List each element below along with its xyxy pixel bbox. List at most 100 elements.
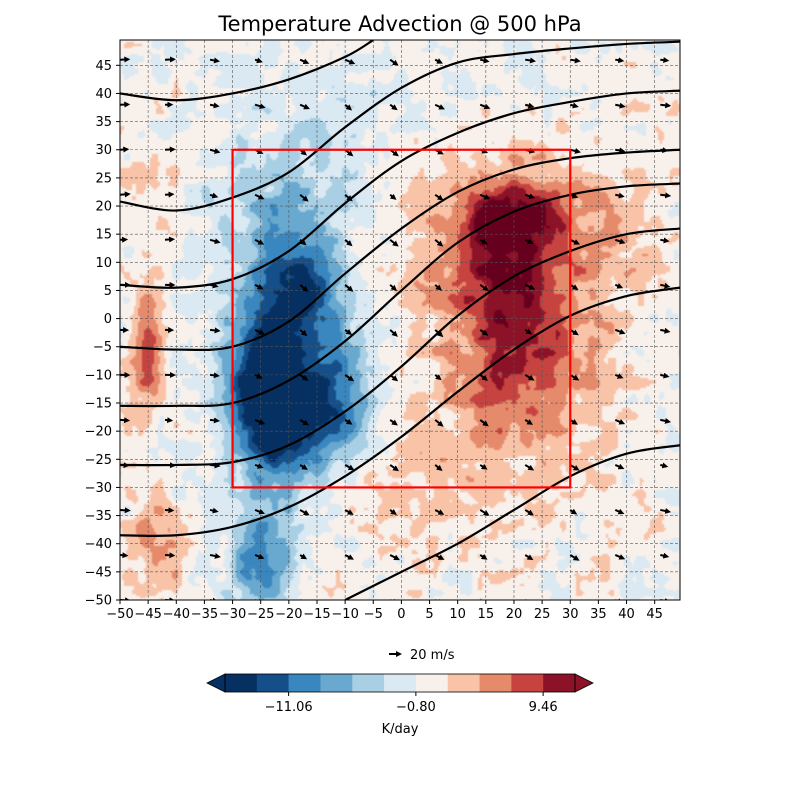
x-tick-label: 5 xyxy=(425,607,433,622)
x-tick-label: −45 xyxy=(134,607,161,622)
y-tick-label: 45 xyxy=(95,59,112,74)
wind-vector xyxy=(479,57,490,64)
wind-vector xyxy=(524,464,535,471)
wind-vector xyxy=(209,238,221,245)
x-tick-label: −35 xyxy=(191,607,218,622)
chart-title: Temperature Advection @ 500 hPa xyxy=(217,12,581,36)
wind-vector xyxy=(434,193,444,201)
wind-vector xyxy=(614,328,626,335)
wind-vector xyxy=(479,374,489,381)
y-tick-label: 0 xyxy=(104,312,112,327)
y-tick-label: 25 xyxy=(95,171,112,186)
wind-vector xyxy=(569,102,579,109)
y-tick-label: 10 xyxy=(95,256,112,271)
y-tick-label: 40 xyxy=(95,87,112,102)
y-tick-label: 30 xyxy=(95,143,112,158)
wind-vector xyxy=(614,554,626,560)
wind-vector xyxy=(660,462,669,469)
wind-vector xyxy=(209,372,220,379)
wind-vector xyxy=(344,554,355,560)
x-tick-label: −5 xyxy=(364,607,383,622)
colorbar-swatch xyxy=(225,674,258,692)
x-tick-label: −50 xyxy=(106,607,133,622)
y-tick-label: −30 xyxy=(85,481,112,496)
wind-vector xyxy=(524,283,536,290)
wind-vector xyxy=(434,103,445,110)
y-tick-label: −50 xyxy=(85,594,112,609)
wind-vector xyxy=(254,283,264,290)
wind-vector xyxy=(254,553,265,560)
wind-vector xyxy=(254,57,263,64)
wind-vector xyxy=(344,58,356,65)
wind-vector xyxy=(524,102,535,109)
wind-vector xyxy=(164,236,176,243)
y-tick-label: −20 xyxy=(85,425,112,440)
wind-vector xyxy=(570,599,579,600)
colorbar: −11.06 −0.80 9.46 K/day xyxy=(206,673,594,737)
y-tick-label: −25 xyxy=(85,453,112,468)
wind-vector xyxy=(570,57,581,64)
colorbar-tick-label: −0.80 xyxy=(396,700,436,715)
x-tick-label: 10 xyxy=(449,607,466,622)
x-tick-label: −15 xyxy=(303,607,330,622)
y-tick-label: −40 xyxy=(85,537,112,552)
wind-vector xyxy=(299,193,309,202)
wind-vector xyxy=(299,329,308,337)
plot-area xyxy=(120,40,680,600)
y-tick-label: 35 xyxy=(95,115,112,130)
wind-vector xyxy=(660,508,672,514)
wind-vector xyxy=(389,329,398,337)
wind-vector xyxy=(254,193,265,200)
colorbar-swatch xyxy=(447,674,480,692)
wind-vector xyxy=(344,239,353,247)
y-tick-label: −15 xyxy=(85,397,112,412)
colorbar-swatch xyxy=(511,674,544,692)
wind-vector xyxy=(569,238,581,245)
wind-vector xyxy=(299,239,307,246)
wind-vector xyxy=(254,373,263,379)
wind-vector xyxy=(614,463,625,470)
colorbar-swatch xyxy=(320,674,353,692)
wind-vector xyxy=(524,238,534,244)
colorbar-label: K/day xyxy=(382,722,419,737)
wind-vector xyxy=(300,599,310,600)
y-tick-label: −10 xyxy=(85,368,112,383)
y-tick-label: 20 xyxy=(95,200,112,215)
wind-vector xyxy=(569,464,580,471)
x-tick-label: 40 xyxy=(618,607,635,622)
wind-vector xyxy=(434,509,445,515)
wind-vector xyxy=(479,463,488,470)
wind-vector xyxy=(660,417,672,424)
wind-vector xyxy=(344,284,354,292)
colorbar-tick-label: 9.46 xyxy=(529,700,558,715)
colorbar-swatch xyxy=(256,674,289,692)
wind-vector xyxy=(254,328,265,335)
wind-vector xyxy=(209,553,221,559)
region-box xyxy=(231,148,572,489)
wind-vector xyxy=(254,463,264,469)
wind-vector xyxy=(660,102,672,109)
wind-vector xyxy=(569,508,578,515)
wind-vector xyxy=(299,553,308,560)
x-tick-label: 20 xyxy=(506,607,523,622)
wind-vector xyxy=(614,508,625,515)
wind-vector xyxy=(434,239,444,247)
x-tick-label: 25 xyxy=(534,607,551,622)
x-tick-label: −25 xyxy=(247,607,274,622)
wind-vector xyxy=(614,418,626,425)
wind-vector xyxy=(479,193,491,200)
wind-vector xyxy=(479,284,489,291)
y-tick-label: 5 xyxy=(104,284,112,299)
wind-vector xyxy=(660,282,671,289)
contour-line xyxy=(120,182,680,408)
wind-vector xyxy=(524,374,535,381)
wind-vector xyxy=(344,509,354,515)
wind-vector xyxy=(345,599,355,600)
x-tick-label: −30 xyxy=(219,607,246,622)
wind-vector xyxy=(524,419,534,425)
colorbar-tick-label: −11.06 xyxy=(265,700,313,715)
wind-vector xyxy=(434,284,442,291)
wind-vector xyxy=(299,464,308,470)
wind-vector xyxy=(344,194,353,202)
wind-vector xyxy=(389,103,398,111)
